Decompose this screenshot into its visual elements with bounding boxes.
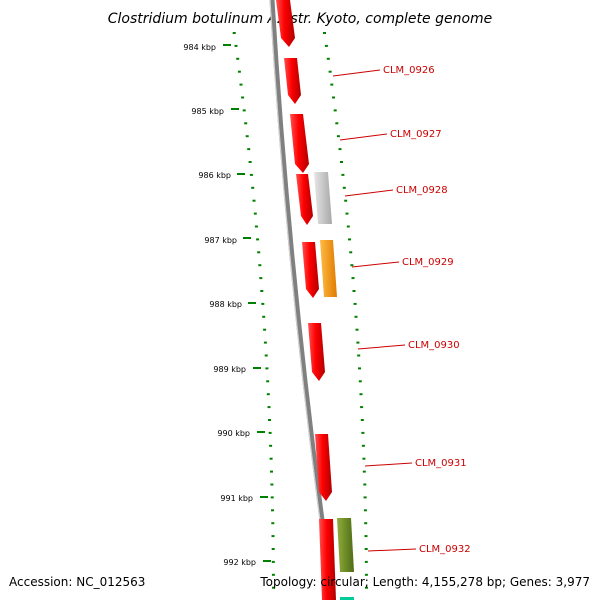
gene-arrow[interactable] bbox=[276, 0, 295, 47]
map-title: Clostridium botulinum A2 str. Kyoto, com… bbox=[108, 11, 493, 27]
genome-summary-text: Topology: circular; Length: 4,155,278 bp… bbox=[259, 575, 590, 589]
kbp-label: 984 kbp bbox=[183, 43, 216, 52]
kbp-label: 985 kbp bbox=[191, 107, 224, 116]
gene-arrow-clm-0929[interactable] bbox=[302, 242, 319, 298]
kbp-label: 986 kbp bbox=[198, 171, 231, 180]
gene-labels: CLM_0926 CLM_0927 CLM_0928 CLM_0929 CLM_… bbox=[383, 65, 471, 555]
gene-arrow-clm-0932[interactable] bbox=[319, 519, 336, 600]
gene-label-clm-0928[interactable]: CLM_0928 bbox=[396, 185, 448, 196]
gene-arrow-clm-0926[interactable] bbox=[284, 58, 301, 104]
kbp-label: 987 kbp bbox=[204, 236, 237, 245]
kbp-axis: 984 kbp 985 kbp 986 kbp 987 kbp 988 kbp … bbox=[183, 43, 256, 567]
leader-line bbox=[332, 69, 381, 77]
grey-feature[interactable] bbox=[314, 172, 332, 224]
leader-line bbox=[367, 548, 417, 552]
leader-line bbox=[357, 344, 406, 350]
leader-line bbox=[344, 189, 394, 197]
genome-backbone-highlight bbox=[269, 0, 332, 600]
inner-tick-scale bbox=[232, 32, 275, 589]
gene-arrow-clm-0928[interactable] bbox=[296, 174, 313, 225]
gene-features bbox=[276, 0, 354, 600]
teal-feature[interactable] bbox=[340, 597, 354, 600]
genome-backbone bbox=[269, 0, 336, 600]
kbp-label: 990 kbp bbox=[217, 429, 250, 438]
gene-label-clm-0931[interactable]: CLM_0931 bbox=[415, 458, 467, 469]
accession-text: Accession: NC_012563 bbox=[9, 575, 145, 589]
major-ticks bbox=[223, 44, 271, 562]
leader-line bbox=[339, 133, 388, 141]
gene-arrow-clm-0931[interactable] bbox=[315, 434, 332, 501]
gene-label-clm-0932[interactable]: CLM_0932 bbox=[419, 544, 471, 555]
kbp-label: 991 kbp bbox=[220, 494, 253, 503]
gene-arrow-clm-0930[interactable] bbox=[308, 323, 325, 381]
kbp-label: 989 kbp bbox=[213, 365, 246, 374]
orange-feature[interactable] bbox=[320, 240, 337, 297]
leader-line bbox=[364, 462, 413, 467]
gene-leader-lines bbox=[332, 69, 417, 552]
gene-label-clm-0929[interactable]: CLM_0929 bbox=[402, 257, 454, 268]
gene-label-clm-0926[interactable]: CLM_0926 bbox=[383, 65, 435, 76]
kbp-label: 988 kbp bbox=[209, 300, 242, 309]
gene-label-clm-0927[interactable]: CLM_0927 bbox=[390, 129, 442, 140]
gene-label-clm-0930[interactable]: CLM_0930 bbox=[408, 340, 460, 351]
leader-line bbox=[351, 261, 400, 268]
olive-feature[interactable] bbox=[337, 518, 354, 572]
gene-arrow-clm-0927[interactable] bbox=[290, 114, 309, 173]
outer-tick-scale bbox=[323, 32, 368, 589]
kbp-label: 992 kbp bbox=[223, 558, 256, 567]
